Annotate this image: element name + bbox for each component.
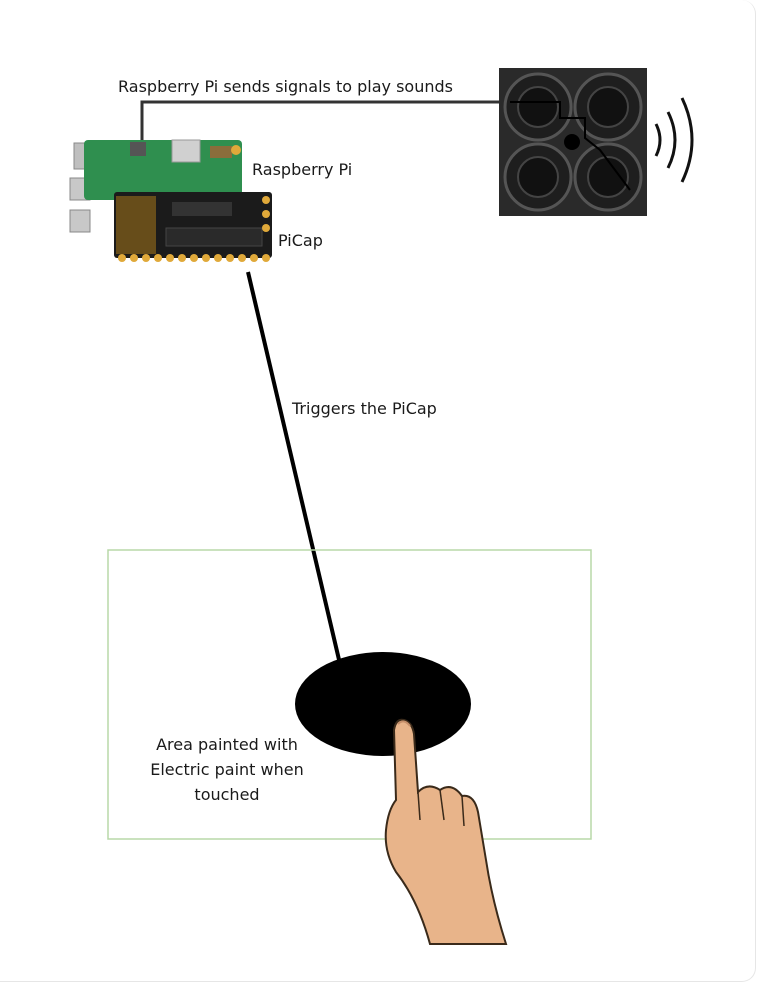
area-label-line2: Electric paint when [150,760,304,779]
signal-wire [140,100,510,140]
trigger-label: Triggers the PiCap [291,399,437,418]
area-label-line1: Area painted with [156,735,298,754]
sound-waves-icon [654,97,694,183]
signal-label: Raspberry Pi sends signals to play sound… [118,77,453,96]
area-label-line3: touched [194,785,259,804]
paper-area [107,549,592,840]
raspberry-pi-label: Raspberry Pi [252,160,352,179]
picap-board [114,192,272,262]
picap-label: PiCap [278,231,323,250]
electric-paint-area [295,652,471,756]
trigger-wire [246,271,342,665]
raspberry-pi-board [69,139,242,233]
speaker-icon [499,68,647,216]
pointing-hand-icon [384,718,508,945]
